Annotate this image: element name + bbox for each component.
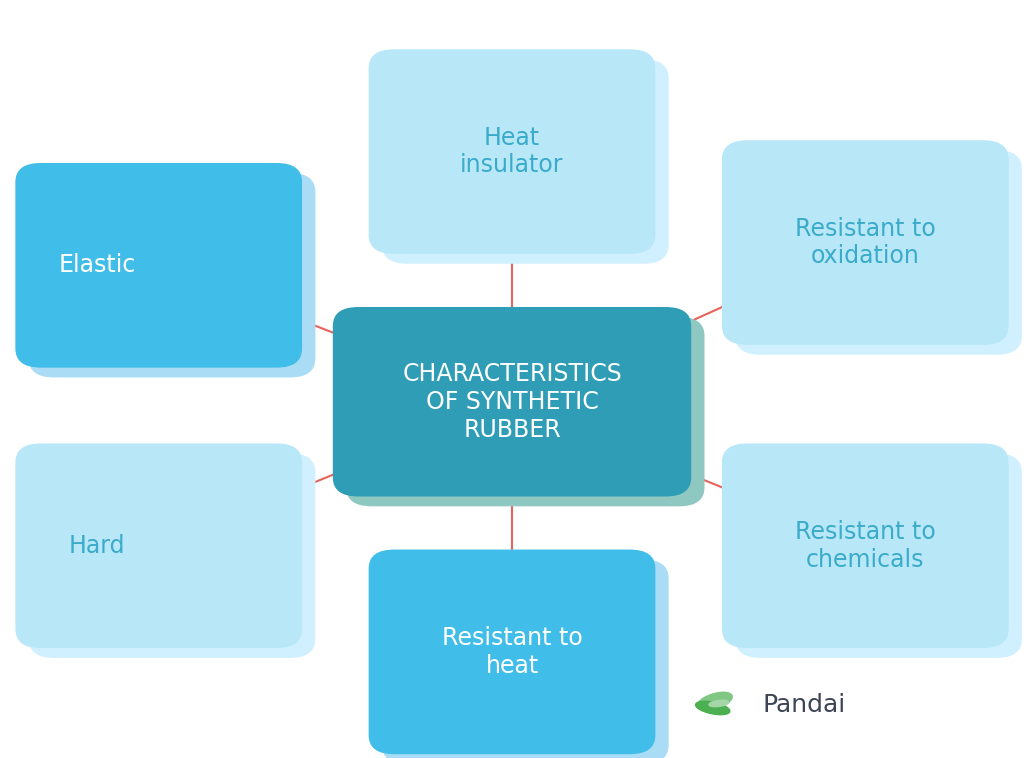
Text: Hard: Hard [69, 534, 126, 558]
FancyBboxPatch shape [722, 443, 1009, 648]
FancyBboxPatch shape [15, 163, 302, 368]
Text: Heat
insulator: Heat insulator [460, 126, 564, 177]
FancyBboxPatch shape [369, 550, 655, 754]
FancyBboxPatch shape [333, 307, 691, 496]
FancyBboxPatch shape [346, 317, 705, 506]
FancyBboxPatch shape [369, 49, 655, 254]
Polygon shape [697, 692, 732, 710]
FancyBboxPatch shape [735, 150, 1022, 355]
Text: CHARACTERISTICS
OF SYNTHETIC
RUBBER: CHARACTERISTICS OF SYNTHETIC RUBBER [402, 362, 622, 442]
Text: Elastic: Elastic [58, 253, 136, 277]
Text: Pandai: Pandai [763, 693, 846, 717]
Text: Resistant to
chemicals: Resistant to chemicals [795, 520, 936, 572]
Polygon shape [709, 700, 729, 706]
FancyBboxPatch shape [735, 453, 1022, 658]
Text: Resistant to
oxidation: Resistant to oxidation [795, 217, 936, 268]
FancyBboxPatch shape [382, 559, 669, 758]
FancyBboxPatch shape [15, 443, 302, 648]
Polygon shape [695, 701, 730, 715]
FancyBboxPatch shape [29, 173, 315, 377]
FancyBboxPatch shape [29, 453, 315, 658]
Text: Resistant to
heat: Resistant to heat [441, 626, 583, 678]
FancyBboxPatch shape [382, 59, 669, 264]
FancyBboxPatch shape [722, 140, 1009, 345]
